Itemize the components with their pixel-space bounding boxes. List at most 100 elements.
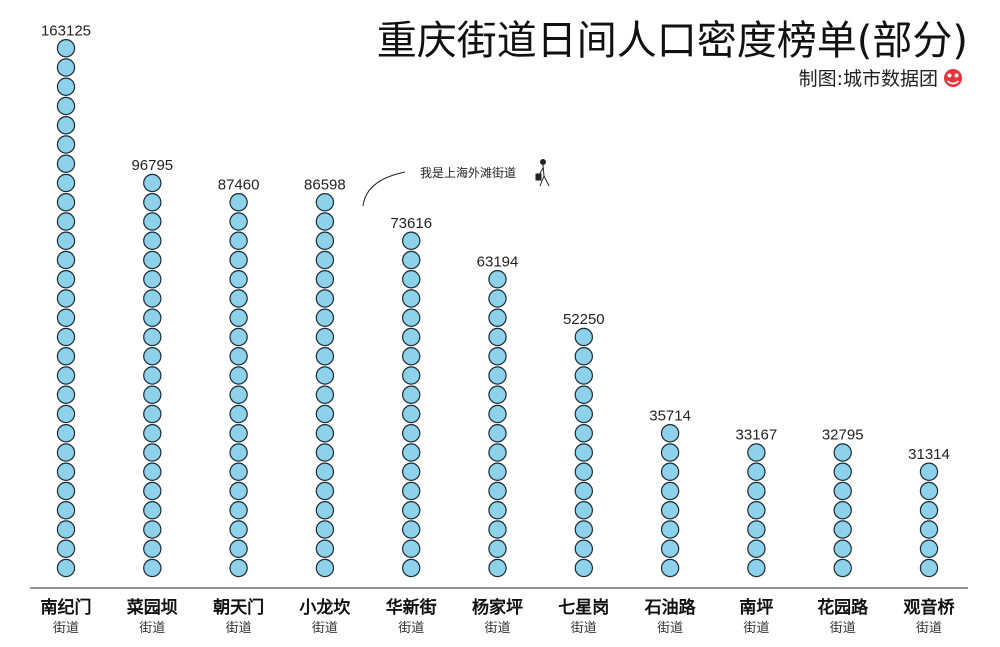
dot-mark: [315, 424, 335, 443]
dot-mark: [402, 327, 421, 347]
dot-mark: [143, 520, 162, 539]
dot-mark: [229, 347, 248, 366]
dot-mark: [315, 539, 335, 558]
dot-mark: [143, 443, 162, 462]
dot-mark: [488, 385, 507, 404]
dot-mark: [747, 520, 766, 539]
category-sublabel: 街道: [53, 621, 79, 636]
dot-column: [919, 462, 939, 578]
dot-mark: [488, 366, 507, 385]
dot-mark: [574, 327, 594, 347]
dot-mark: [315, 366, 335, 385]
dot-mark: [402, 347, 421, 366]
dot-mark: [315, 250, 335, 270]
dot-mark: [402, 481, 421, 501]
dot-mark: [574, 520, 594, 539]
dot-mark: [747, 443, 766, 462]
dot-mark: [315, 212, 335, 231]
dot-mark: [574, 558, 594, 578]
dot-mark: [919, 501, 939, 520]
dot-mark: [660, 462, 680, 481]
dot-mark: [56, 481, 76, 501]
annotation-arrow: [362, 171, 406, 207]
dot-mark: [143, 308, 162, 327]
dot-mark: [56, 77, 76, 96]
dot-mark: [488, 327, 507, 347]
dot-mark: [56, 385, 76, 404]
category-label: 朝天门: [213, 597, 264, 618]
dot-mark: [488, 558, 507, 578]
dot-mark: [56, 462, 76, 481]
dot-mark: [402, 270, 421, 289]
dot-mark: [143, 424, 162, 443]
dot-mark: [747, 558, 766, 578]
dot-mark: [143, 347, 162, 366]
dot-mark: [143, 501, 162, 520]
dot-mark: [574, 424, 594, 443]
dot-mark: [315, 481, 335, 501]
dot-mark: [660, 558, 680, 578]
dot-mark: [229, 212, 248, 231]
dot-mark: [143, 231, 162, 250]
value-label: 32795: [822, 427, 864, 444]
value-label: 63194: [477, 253, 519, 270]
dot-mark: [229, 558, 248, 578]
dot-mark: [143, 462, 162, 481]
dot-mark: [56, 116, 76, 135]
dot-column: [402, 231, 421, 578]
category-label: 南纪门: [41, 597, 92, 618]
dot-mark: [56, 154, 76, 173]
dot-mark: [229, 193, 248, 212]
dot-mark: [660, 481, 680, 501]
value-label: 96795: [131, 157, 173, 174]
dot-mark: [574, 539, 594, 558]
dot-mark: [143, 366, 162, 385]
dot-mark: [229, 404, 248, 424]
dot-mark: [919, 520, 939, 539]
dot-mark: [229, 501, 248, 520]
dot-mark: [747, 481, 766, 501]
dot-mark: [574, 462, 594, 481]
dot-mark: [56, 193, 76, 212]
dot-mark: [56, 231, 76, 250]
dot-mark: [315, 347, 335, 366]
dot-mark: [56, 58, 76, 77]
value-label: 87460: [218, 176, 260, 193]
dot-mark: [56, 327, 76, 347]
dot-mark: [747, 501, 766, 520]
category-label: 小龙坎: [299, 597, 350, 618]
category-label: 华新街: [386, 597, 437, 618]
dot-mark: [402, 231, 421, 250]
dot-mark: [315, 558, 335, 578]
dot-mark: [315, 289, 335, 308]
category-label: 石油路: [644, 597, 697, 618]
category-label: 花园路: [817, 597, 869, 618]
dot-mark: [747, 539, 766, 558]
category-sublabel: 街道: [226, 621, 252, 636]
dot-mark: [919, 481, 939, 501]
dot-mark: [402, 308, 421, 327]
dot-mark: [56, 443, 76, 462]
category-label: 七星岗: [558, 597, 609, 618]
annotation-text: 我是上海外滩街道: [420, 165, 516, 180]
walking-person-icon: [535, 159, 550, 187]
credit-text: 制图:城市数据团: [799, 68, 938, 90]
dot-mark: [488, 520, 507, 539]
dot-mark: [488, 539, 507, 558]
dot-mark: [315, 308, 335, 327]
dot-mark: [56, 347, 76, 366]
dot-mark: [229, 289, 248, 308]
dot-mark: [660, 501, 680, 520]
dot-mark: [574, 385, 594, 404]
dot-column: [488, 270, 507, 578]
dot-mark: [56, 404, 76, 424]
dot-mark: [833, 558, 852, 578]
category-sublabel: 街道: [743, 621, 769, 636]
dot-mark: [660, 520, 680, 539]
dot-mark: [660, 443, 680, 462]
dot-mark: [574, 481, 594, 501]
dot-mark: [402, 443, 421, 462]
value-label: 52250: [563, 311, 605, 328]
category-label: 观音桥: [903, 597, 956, 618]
